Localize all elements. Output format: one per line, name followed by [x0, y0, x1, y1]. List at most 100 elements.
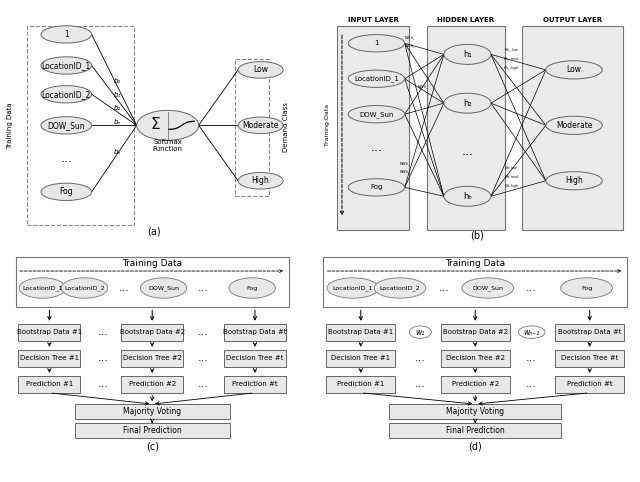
Text: $w_{Nh_1}$: $w_{Nh_1}$: [399, 161, 411, 170]
Text: Demand Class: Demand Class: [283, 103, 289, 152]
Text: $\theta_{h_1,high}$: $\theta_{h_1,high}$: [503, 65, 519, 73]
Text: OUTPUT LAYER: OUTPUT LAYER: [543, 17, 602, 23]
Ellipse shape: [546, 61, 602, 79]
Text: b₂: b₂: [114, 105, 122, 111]
Text: h₁: h₁: [463, 50, 472, 59]
FancyBboxPatch shape: [337, 26, 410, 229]
FancyBboxPatch shape: [522, 26, 623, 229]
Text: $\theta_{h_1,low}$: $\theta_{h_1,low}$: [504, 47, 519, 55]
Text: LocationID_1: LocationID_1: [42, 61, 91, 70]
FancyBboxPatch shape: [441, 376, 509, 393]
Text: ...: ...: [198, 353, 208, 363]
FancyBboxPatch shape: [556, 350, 624, 367]
Ellipse shape: [348, 70, 404, 87]
Text: INPUT LAYER: INPUT LAYER: [348, 17, 399, 23]
Text: wₙ₋₁: wₙ₋₁: [524, 328, 540, 337]
Text: (a): (a): [147, 227, 161, 237]
FancyBboxPatch shape: [19, 376, 81, 393]
Ellipse shape: [327, 278, 379, 298]
Text: (d): (d): [468, 442, 482, 452]
Ellipse shape: [444, 93, 491, 113]
Text: Training Data: Training Data: [445, 259, 506, 268]
Text: Moderate: Moderate: [556, 121, 592, 130]
Text: ...: ...: [198, 283, 208, 293]
Ellipse shape: [41, 117, 92, 134]
Text: Final Prediction: Final Prediction: [446, 426, 504, 435]
Text: h₂: h₂: [463, 99, 472, 107]
Ellipse shape: [410, 326, 431, 338]
Text: Fog: Fog: [60, 187, 73, 196]
Text: Prediction #1: Prediction #1: [337, 381, 385, 388]
Ellipse shape: [462, 278, 514, 298]
Text: ...: ...: [415, 379, 426, 389]
Text: b₁: b₁: [114, 92, 122, 98]
Text: LocationID_2: LocationID_2: [380, 285, 420, 291]
Text: ...: ...: [60, 152, 72, 165]
Text: HIDDEN LAYER: HIDDEN LAYER: [437, 17, 494, 23]
Text: Moderate: Moderate: [243, 121, 279, 130]
Text: $\theta_{H,low}$: $\theta_{H,low}$: [504, 165, 518, 172]
Text: ...: ...: [415, 327, 426, 337]
FancyBboxPatch shape: [121, 324, 183, 341]
FancyBboxPatch shape: [389, 423, 561, 438]
Text: (b): (b): [470, 230, 484, 240]
Text: Bootstrap Data #t: Bootstrap Data #t: [558, 329, 621, 335]
Text: b₀: b₀: [114, 78, 122, 84]
Text: ...: ...: [526, 353, 537, 363]
Text: ...: ...: [461, 146, 474, 159]
Ellipse shape: [561, 278, 612, 298]
FancyBboxPatch shape: [326, 376, 396, 393]
Ellipse shape: [238, 117, 283, 134]
Text: DOW_Sun: DOW_Sun: [472, 285, 503, 291]
Text: Prediction #t: Prediction #t: [232, 381, 278, 388]
Ellipse shape: [348, 106, 404, 123]
Text: ...: ...: [438, 283, 449, 293]
Text: $\theta_{H,high}$: $\theta_{H,high}$: [504, 182, 519, 191]
Text: Bootstrap Data #1: Bootstrap Data #1: [328, 329, 394, 335]
Text: ...: ...: [198, 379, 208, 389]
Ellipse shape: [374, 278, 426, 298]
Text: Prediction #2: Prediction #2: [452, 381, 499, 388]
Text: ...: ...: [97, 379, 108, 389]
Text: Fog: Fog: [581, 285, 592, 291]
Text: ...: ...: [97, 327, 108, 337]
Ellipse shape: [238, 62, 283, 78]
Text: Decision Tree #1: Decision Tree #1: [20, 355, 79, 361]
FancyBboxPatch shape: [326, 324, 396, 341]
FancyBboxPatch shape: [19, 324, 81, 341]
FancyBboxPatch shape: [15, 257, 289, 308]
Text: Fog: Fog: [246, 285, 258, 291]
Text: ...: ...: [97, 353, 108, 363]
Ellipse shape: [444, 187, 491, 206]
Text: LocationID_2: LocationID_2: [42, 90, 91, 99]
Ellipse shape: [41, 183, 92, 201]
Text: LocationID_1: LocationID_1: [22, 285, 63, 291]
Text: Bootstrap Data #2: Bootstrap Data #2: [120, 329, 185, 335]
Text: DOW_Sun: DOW_Sun: [148, 285, 179, 291]
Text: High: High: [565, 176, 583, 185]
FancyBboxPatch shape: [121, 350, 183, 367]
Text: Prediction #2: Prediction #2: [129, 381, 176, 388]
Ellipse shape: [229, 278, 275, 298]
FancyBboxPatch shape: [323, 257, 627, 308]
Ellipse shape: [348, 35, 404, 52]
Text: Training Data: Training Data: [325, 104, 330, 147]
Text: Fog: Fog: [371, 185, 383, 190]
Text: (c): (c): [146, 442, 159, 452]
Ellipse shape: [518, 326, 545, 338]
FancyBboxPatch shape: [441, 324, 509, 341]
FancyBboxPatch shape: [224, 350, 286, 367]
Text: High: High: [252, 176, 269, 185]
FancyBboxPatch shape: [556, 376, 624, 393]
Text: Training Data: Training Data: [122, 259, 182, 268]
Text: Majority Voting: Majority Voting: [123, 407, 181, 416]
FancyBboxPatch shape: [75, 404, 230, 419]
FancyBboxPatch shape: [224, 376, 286, 393]
Ellipse shape: [41, 86, 92, 103]
Text: DOW_Sun: DOW_Sun: [47, 121, 85, 130]
Text: $\Sigma$: $\Sigma$: [150, 116, 161, 132]
FancyBboxPatch shape: [326, 350, 396, 367]
Text: $\theta_{h_1,mod}$: $\theta_{h_1,mod}$: [503, 56, 520, 64]
Text: $w_{0h_2}$: $w_{0h_2}$: [404, 42, 415, 51]
Ellipse shape: [546, 172, 602, 190]
